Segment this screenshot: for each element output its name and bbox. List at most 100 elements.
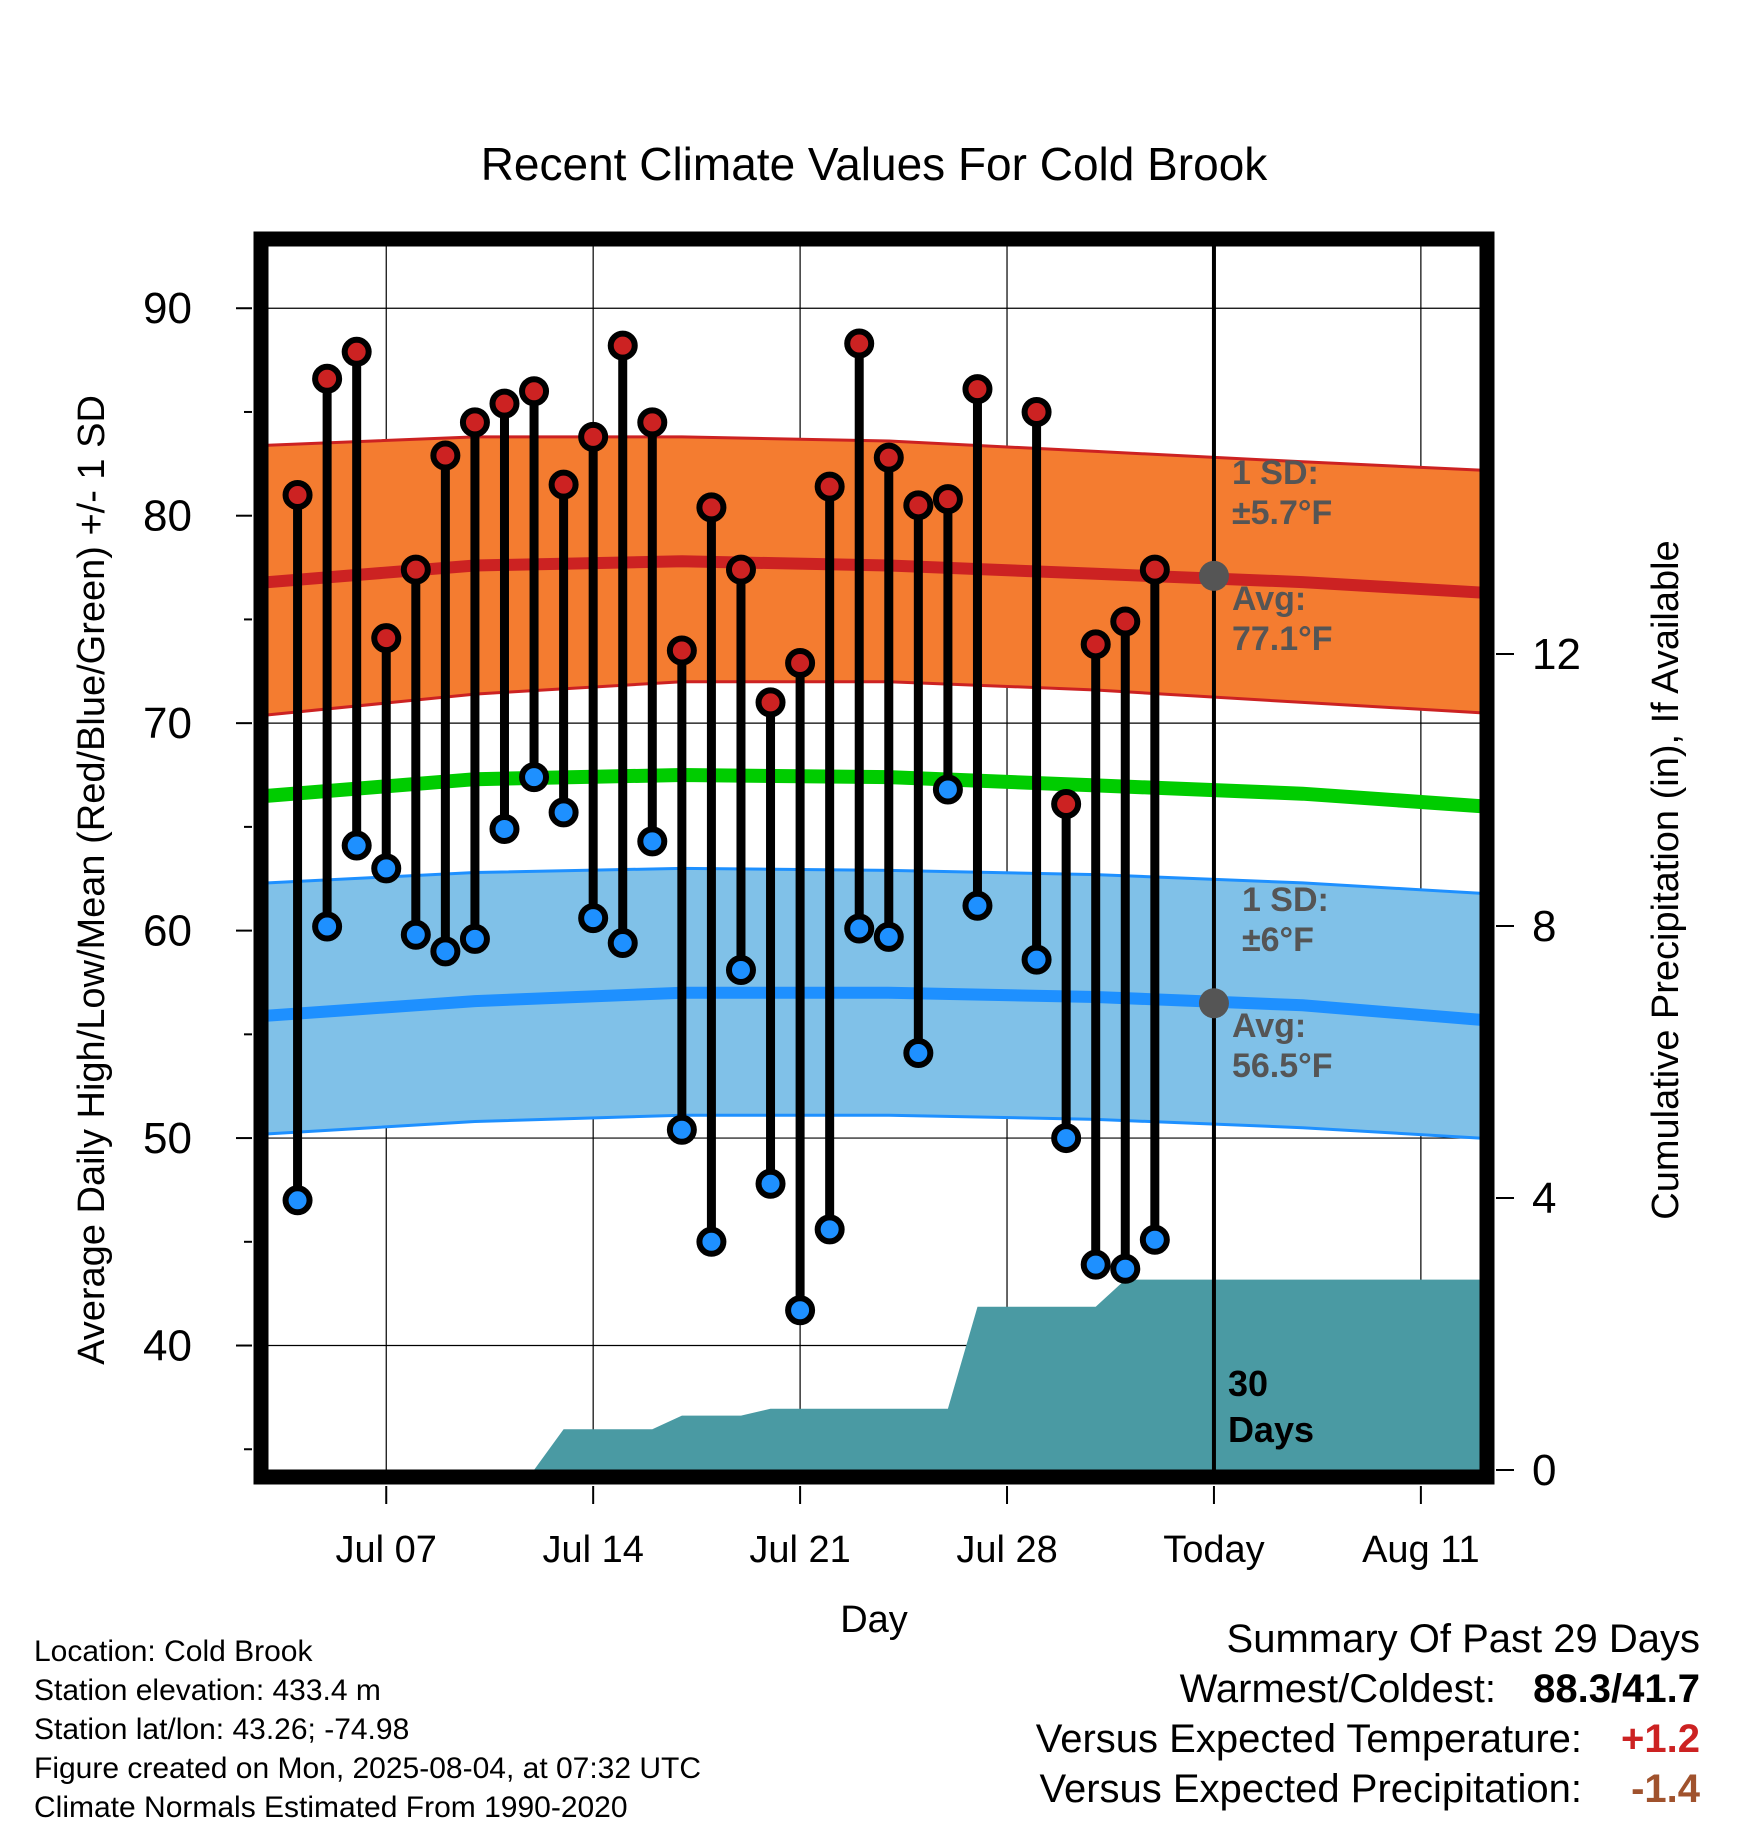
temp-anomaly-label: Versus Expected Temperature:: [1035, 1717, 1582, 1761]
high-point: [282, 479, 313, 510]
low-point: [637, 826, 668, 857]
low-point: [282, 1185, 313, 1216]
low-point: [785, 1295, 816, 1326]
temp-anomaly-row: Versus Expected Temperature: +1.2: [1036, 1714, 1700, 1764]
plot-frame: [253, 231, 1495, 1485]
y-tick-label: 40: [143, 1322, 192, 1371]
low-point: [519, 762, 550, 793]
low-sd-value: ±6°F: [1242, 921, 1314, 959]
low-sd-band: [268, 868, 1480, 1139]
high-avg-label: Avg:: [1232, 580, 1306, 618]
summary-panel: Summary Of Past 29 Days Warmest/Coldest:…: [1036, 1614, 1700, 1814]
high-point: [725, 554, 756, 585]
high-point: [548, 469, 579, 500]
low-avg-value: 56.5°F: [1232, 1047, 1333, 1085]
high-point: [873, 442, 904, 473]
location-text: Location: Cold Brook: [34, 1635, 313, 1668]
high-point: [785, 647, 816, 678]
period-label-days: Days: [1228, 1409, 1314, 1450]
high-today-avg-marker: [1198, 560, 1229, 591]
y2-tick-label: 12: [1532, 630, 1581, 679]
high-point: [371, 623, 402, 654]
coldest-value: 41.7: [1622, 1667, 1700, 1711]
low-point: [844, 913, 875, 944]
high-point: [400, 554, 431, 585]
station-info: Location: Cold Brook Station elevation: …: [34, 1632, 701, 1827]
high-point: [1021, 396, 1052, 427]
extremes-label: Warmest/Coldest:: [1179, 1667, 1496, 1711]
low-point: [1021, 944, 1052, 975]
high-sd-label: 1 SD:: [1232, 454, 1319, 492]
y-tick-label: 70: [143, 699, 192, 748]
y2-tick-label: 8: [1532, 902, 1556, 951]
low-point: [666, 1114, 697, 1145]
high-point: [1110, 606, 1141, 637]
summary-title: Summary Of Past 29 Days: [1226, 1617, 1700, 1661]
y2-axis-label: Cumulative Precipitation (in), If Availa…: [1645, 540, 1687, 1219]
high-point: [430, 440, 461, 471]
x-tick-label: Jul 07: [336, 1529, 437, 1571]
low-point: [578, 903, 609, 934]
high-avg-value: 77.1°F: [1232, 620, 1333, 658]
low-point: [430, 936, 461, 967]
high-point: [459, 407, 490, 438]
y-axis-label: Average Daily High/Low/Mean (Red/Blue/Gr…: [71, 395, 113, 1365]
normals-text: Climate Normals Estimated From 1990-2020: [34, 1791, 628, 1824]
low-point: [873, 921, 904, 952]
x-tick-label: Jul 21: [749, 1529, 850, 1571]
high-point: [341, 336, 372, 367]
high-sd-value: ±5.7°F: [1232, 494, 1332, 532]
high-point: [903, 490, 934, 521]
low-point: [903, 1038, 934, 1069]
low-avg-label: Avg:: [1232, 1007, 1306, 1045]
low-normal-line: [268, 986, 1480, 1026]
high-point: [696, 492, 727, 523]
high-point: [962, 374, 993, 405]
extremes-row: Warmest/Coldest: 88.3/41.7: [1036, 1664, 1700, 1714]
latlon-text: Station lat/lon: 43.26; -74.98: [34, 1713, 410, 1746]
chart-title: Recent Climate Values For Cold Brook: [481, 138, 1269, 190]
y-tick-label: 90: [143, 284, 192, 333]
high-point: [489, 388, 520, 419]
low-point: [932, 774, 963, 805]
low-point: [371, 853, 402, 884]
high-point: [607, 330, 638, 361]
extremes-value: 88.3/41.7: [1524, 1664, 1700, 1714]
low-point: [755, 1168, 786, 1199]
y-tick-label: 50: [143, 1114, 192, 1163]
low-point: [696, 1226, 727, 1257]
high-point: [519, 376, 550, 407]
y2-tick-label: 4: [1532, 1174, 1556, 1223]
low-point: [548, 797, 579, 828]
precip-anomaly-row: Versus Expected Precipitation: -1.4: [1036, 1764, 1700, 1814]
high-point: [637, 407, 668, 438]
x-tick-label: Jul 14: [542, 1529, 643, 1571]
x-axis-label: Day: [840, 1599, 908, 1641]
low-point: [312, 911, 343, 942]
low-today-avg-marker: [1198, 988, 1229, 1019]
high-point: [844, 328, 875, 359]
high-point: [932, 484, 963, 515]
precip-area: [534, 1279, 1480, 1470]
warmest-value: 88.3: [1533, 1667, 1612, 1711]
y-tick-label: 80: [143, 492, 192, 541]
high-point: [1051, 789, 1082, 820]
high-point: [578, 421, 609, 452]
created-text: Figure created on Mon, 2025-08-04, at 07…: [34, 1752, 702, 1785]
y-tick-label: 60: [143, 907, 192, 956]
precip-anomaly-label: Versus Expected Precipitation:: [1039, 1767, 1582, 1811]
y2-tick-label: 0: [1532, 1446, 1556, 1495]
high-point: [1139, 554, 1170, 585]
period-label-number: 30: [1228, 1363, 1268, 1404]
high-sd-band: [268, 436, 1480, 715]
high-point: [814, 471, 845, 502]
low-point: [607, 928, 638, 959]
high-point: [755, 687, 786, 718]
high-point: [1080, 629, 1111, 660]
low-point: [814, 1214, 845, 1245]
low-point: [1051, 1123, 1082, 1154]
low-point: [1080, 1249, 1111, 1280]
axes: 40 50 60 70 80 90 0 4 8 12 Jul 07 Jul 14 Jul 21 Jul 2…: [143, 231, 1581, 1571]
precip-anomaly-value: -1.4: [1631, 1767, 1700, 1811]
